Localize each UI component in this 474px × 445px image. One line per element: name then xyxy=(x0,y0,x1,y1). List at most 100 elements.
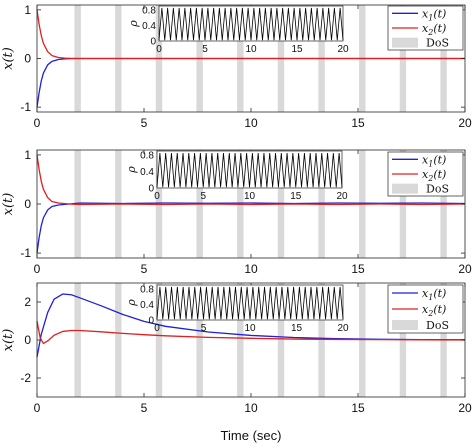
legend-arg: (t) xyxy=(433,153,446,166)
inset-x-tick-label: 0 xyxy=(156,44,162,55)
legend-arg: (t) xyxy=(433,7,446,20)
dos-band xyxy=(277,283,285,397)
legend-subscript: 1 xyxy=(428,293,433,302)
legend-arg: (t) xyxy=(433,168,446,181)
legend-label-x2: x2(t) xyxy=(422,168,446,183)
series-line-x1 xyxy=(36,293,466,358)
inset-y-tick-label: 0.8 xyxy=(140,284,154,295)
x-tick-label: 15 xyxy=(351,116,365,130)
y-tick-label: -1 xyxy=(20,100,31,114)
inset-x-tick-label: 15 xyxy=(291,44,303,55)
inset-rho: 0 5 10 15 20 0.8 0.4 0 ρ xyxy=(125,151,348,202)
dos-band xyxy=(196,283,203,397)
legend-symbol: x xyxy=(422,7,429,20)
y-tick-label: 0 xyxy=(24,333,31,347)
x-tick-label: 0 xyxy=(34,401,41,415)
x-tick-label: 0 xyxy=(34,262,41,276)
legend-label-x2: x2(t) xyxy=(422,303,446,318)
inset-x-tick-label: 10 xyxy=(245,44,257,55)
inset-x-tick-label: 0 xyxy=(154,191,160,202)
inset-y-tick-label: 0.4 xyxy=(140,167,154,178)
dos-band xyxy=(74,283,81,397)
x-tick-label: 20 xyxy=(458,262,472,276)
y-tick-label: -1 xyxy=(20,246,31,260)
dos-band xyxy=(318,283,325,397)
legend-arg: (t) xyxy=(433,287,446,300)
legend: x1(t)x2(t)DoS xyxy=(387,284,464,334)
x-tick-label: 15 xyxy=(351,401,365,415)
legend-symbol: x xyxy=(422,303,429,316)
legend-label-x1: x1(t) xyxy=(422,153,446,168)
inset-x-tick-label: 10 xyxy=(244,191,256,202)
legend-subscript: 2 xyxy=(427,309,433,318)
inset-y-tick-label: 0.8 xyxy=(140,151,154,162)
inset-x-tick-label: 0 xyxy=(154,323,160,334)
legend-symbol: x xyxy=(422,287,429,300)
legend-label-dos: DoS xyxy=(426,37,449,50)
x-tick-label: 15 xyxy=(351,262,365,276)
legend-subscript: 1 xyxy=(428,13,433,22)
x-tick-label: 20 xyxy=(458,116,472,130)
inset-rho: 0 5 10 15 20 0.8 0.4 0 ρ xyxy=(125,284,349,334)
legend-label-x2: x2(t) xyxy=(422,22,446,37)
inset-y-axis-label: ρ xyxy=(125,166,138,174)
series-line-x2 xyxy=(36,154,466,206)
inset-box xyxy=(156,150,343,189)
legend-label-x1: x1(t) xyxy=(422,7,446,22)
x-tick-label: 10 xyxy=(244,262,258,276)
x-tick-label: 5 xyxy=(141,262,148,276)
legend-arg: (t) xyxy=(433,303,446,316)
legend-swatch-dos xyxy=(392,320,418,330)
legend-arg: (t) xyxy=(433,22,446,35)
inset-box xyxy=(158,5,344,42)
inset-y-tick-label: 0.8 xyxy=(142,5,156,16)
inset-x-tick-label: 5 xyxy=(200,191,206,202)
inset-box xyxy=(156,284,344,321)
series-line-x1 xyxy=(36,202,466,254)
x-tick-label: 10 xyxy=(244,116,258,130)
series-line-x2 xyxy=(36,9,465,60)
series-line-x2 xyxy=(36,320,466,345)
inset-x-tick-label: 15 xyxy=(291,323,303,334)
inset-y-tick-label: 0 xyxy=(150,37,156,48)
x-axis-label: Time (sec) xyxy=(221,428,282,443)
inset-rho: 0 5 10 15 20 0.8 0.4 0 ρ xyxy=(127,5,349,55)
inset-x-tick-label: 20 xyxy=(336,191,348,202)
legend-label-dos: DoS xyxy=(426,319,449,332)
inset-x-tick-label: 5 xyxy=(202,44,208,55)
legend-label-dos: DoS xyxy=(426,183,449,196)
y-axis-label: x(t) xyxy=(1,47,16,70)
y-axis-label: x(t) xyxy=(1,193,16,216)
legend-subscript: 2 xyxy=(427,28,433,37)
y-tick-label: 1 xyxy=(24,148,31,162)
inset-rho-line xyxy=(156,286,344,320)
x-tick-label: 20 xyxy=(458,401,472,415)
inset-y-tick-label: 0.4 xyxy=(140,300,154,311)
y-tick-label: 0 xyxy=(24,52,31,66)
legend-swatch-dos xyxy=(392,183,418,194)
inset-rho-line xyxy=(156,153,343,188)
inset-x-tick-label: 10 xyxy=(244,323,256,334)
legend-subscript: 1 xyxy=(428,159,433,168)
x-tick-label: 5 xyxy=(141,401,148,415)
dos-band xyxy=(115,283,122,397)
x-tick-label: 5 xyxy=(141,116,148,130)
legend-symbol: x xyxy=(422,22,429,35)
inset-rho-line xyxy=(158,7,344,41)
inset-x-tick-label: 15 xyxy=(290,191,302,202)
inset-y-tick-label: 0 xyxy=(148,184,154,195)
x-tick-label: 0 xyxy=(34,116,41,130)
x-tick-label: 10 xyxy=(244,401,258,415)
dos-band xyxy=(237,283,244,397)
legend: x1(t)x2(t)DoS xyxy=(387,5,464,51)
y-axis-label: x(t) xyxy=(1,329,16,352)
y-tick-label: 2 xyxy=(24,295,31,309)
inset-y-axis-label: ρ xyxy=(127,20,140,28)
inset-y-tick-label: 0 xyxy=(148,316,154,327)
legend: x1(t)x2(t)DoS xyxy=(387,151,464,197)
y-tick-label: 0 xyxy=(24,197,31,211)
legend-symbol: x xyxy=(422,153,429,166)
inset-x-tick-label: 5 xyxy=(201,323,207,334)
legend-label-x1: x1(t) xyxy=(422,287,446,302)
